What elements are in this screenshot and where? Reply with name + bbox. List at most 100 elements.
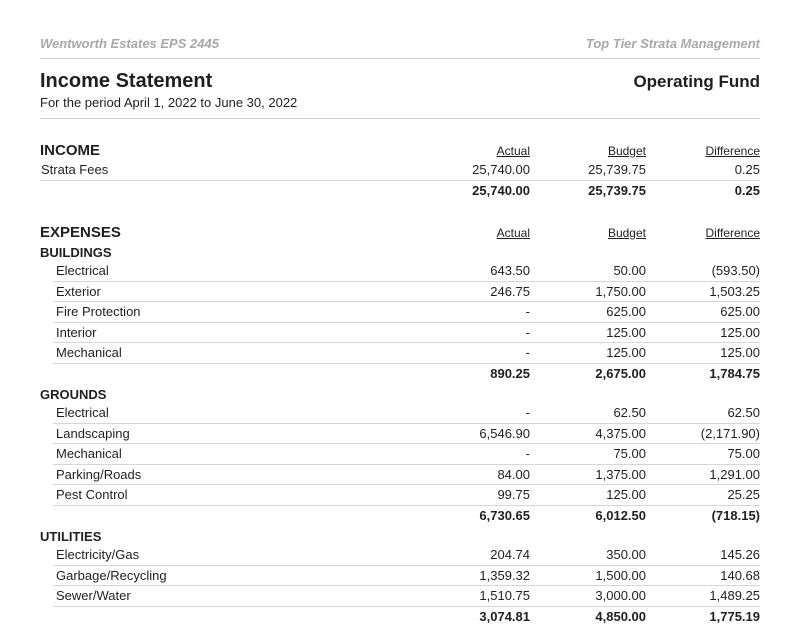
- row-label: Parking/Roads: [56, 466, 142, 482]
- column-header-difference: Difference: [705, 144, 760, 158]
- difference-value: 125.00: [720, 324, 760, 340]
- table-row: Exterior 246.75 1,750.00 1,503.25: [53, 282, 760, 302]
- table-row: Garbage/Recycling 1,359.32 1,500.00 140.…: [53, 566, 760, 586]
- actual-value: 25,740.00: [472, 162, 530, 177]
- actual-value: 1,359.32: [479, 567, 530, 583]
- column-header-difference: Difference: [705, 226, 760, 240]
- actual-value: -: [525, 345, 530, 360]
- budget-value: 125.00: [606, 345, 646, 360]
- column-header-budget: Budget: [607, 226, 646, 240]
- actual-value: -: [525, 304, 530, 319]
- total-difference: 1,784.75: [709, 366, 760, 381]
- income-section: INCOME Actual Budget Difference Strata F…: [40, 139, 760, 201]
- fund-title: Operating Fund: [633, 72, 760, 91]
- difference-value: 625.00: [720, 304, 760, 319]
- row-label: Garbage/Recycling: [56, 567, 167, 583]
- property-name: Wentworth Estates EPS 2445: [40, 36, 219, 51]
- actual-value: 99.75: [497, 487, 530, 502]
- table-row: Interior - 125.00 125.00: [53, 323, 760, 343]
- actual-value: 643.50: [490, 263, 530, 278]
- budget-value: 3,000.00: [595, 588, 646, 603]
- group-label: BUILDINGS: [40, 245, 112, 260]
- budget-value: 1,750.00: [595, 283, 646, 299]
- row-label: Electrical: [56, 405, 109, 420]
- table-row: Parking/Roads 84.00 1,375.00 1,291.00: [53, 465, 760, 485]
- column-header-budget: Budget: [607, 144, 646, 158]
- total-budget: 2,675.00: [595, 366, 646, 381]
- budget-value: 25,739.75: [588, 162, 646, 177]
- total-difference: (718.15): [711, 508, 760, 523]
- budget-value: 125.00: [606, 487, 646, 502]
- group-label: UTILITIES: [40, 529, 102, 544]
- income-header-row: INCOME Actual Budget Difference: [40, 139, 760, 160]
- row-label: Electrical: [56, 263, 109, 278]
- budget-value: 50.00: [613, 263, 646, 278]
- group-label: GROUNDS: [40, 387, 107, 402]
- table-row: Electricity/Gas 204.74 350.00 145.26: [53, 545, 760, 566]
- report-period: For the period April 1, 2022 to June 30,…: [40, 95, 760, 119]
- budget-value: 1,500.00: [595, 567, 646, 583]
- expenses-section-label: EXPENSES: [40, 224, 121, 241]
- difference-value: 1,291.00: [709, 466, 760, 482]
- budget-value: 625.00: [606, 304, 646, 319]
- difference-value: 1,503.25: [709, 283, 760, 299]
- difference-value: 145.26: [720, 547, 760, 562]
- income-section-label: INCOME: [40, 142, 100, 159]
- total-actual: 25,740.00: [472, 183, 530, 198]
- actual-value: 1,510.75: [479, 588, 530, 603]
- column-header-actual: Actual: [496, 226, 530, 240]
- budget-value: 4,375.00: [595, 425, 646, 441]
- actual-value: -: [525, 446, 530, 461]
- difference-value: (593.50): [711, 263, 760, 278]
- total-budget: 6,012.50: [595, 508, 646, 523]
- table-row: Fire Protection - 625.00 625.00: [53, 302, 760, 323]
- actual-value: 246.75: [490, 283, 530, 299]
- row-label: Sewer/Water: [56, 588, 131, 603]
- budget-value: 125.00: [606, 324, 646, 340]
- total-actual: 890.25: [490, 366, 530, 381]
- table-row: Strata Fees 25,740.00 25,739.75 0.25: [40, 160, 760, 181]
- table-row: Sewer/Water 1,510.75 3,000.00 1,489.25: [53, 586, 760, 607]
- row-label: Interior: [56, 324, 97, 340]
- row-label: Landscaping: [56, 425, 130, 441]
- group-utilities-total-row: 3,074.81 4,850.00 1,775.19: [40, 607, 760, 627]
- title-row: Income Statement Operating Fund: [40, 70, 760, 93]
- row-label: Mechanical: [56, 345, 122, 360]
- management-company-name: Top Tier Strata Management: [585, 36, 760, 51]
- table-row: Pest Control 99.75 125.00 25.25: [53, 485, 760, 506]
- budget-value: 75.00: [613, 446, 646, 461]
- actual-value: 6,546.90: [479, 425, 530, 441]
- group-buildings-total-row: 890.25 2,675.00 1,784.75: [40, 364, 760, 385]
- difference-value: 1,489.25: [709, 588, 760, 603]
- report-title: Income Statement: [40, 70, 213, 92]
- total-budget: 4,850.00: [595, 609, 646, 624]
- table-row: Electrical - 62.50 62.50: [53, 403, 760, 424]
- difference-value: 140.68: [720, 567, 760, 583]
- total-actual: 3,074.81: [479, 609, 530, 624]
- row-label: Mechanical: [56, 446, 122, 461]
- column-header-actual: Actual: [496, 144, 530, 158]
- group-grounds-header: GROUNDS: [40, 384, 760, 403]
- total-budget: 25,739.75: [588, 183, 646, 198]
- actual-value: 84.00: [497, 466, 530, 482]
- difference-value: (2,171.90): [700, 425, 760, 441]
- budget-value: 1,375.00: [595, 466, 646, 482]
- table-row: Mechanical - 75.00 75.00: [53, 444, 760, 465]
- table-row: Landscaping 6,546.90 4,375.00 (2,171.90): [53, 424, 760, 444]
- difference-value: 125.00: [720, 345, 760, 360]
- document-header: Wentworth Estates EPS 2445 Top Tier Stra…: [40, 36, 760, 59]
- income-total-row: 25,740.00 25,739.75 0.25: [40, 181, 760, 202]
- group-grounds-total-row: 6,730.65 6,012.50 (718.15): [40, 506, 760, 527]
- row-label: Fire Protection: [56, 304, 141, 319]
- expenses-header-row: EXPENSES Actual Budget Difference: [40, 221, 760, 242]
- group-buildings-header: BUILDINGS: [40, 242, 760, 261]
- total-difference: 0.25: [734, 183, 760, 198]
- difference-value: 0.25: [734, 162, 760, 177]
- actual-value: -: [525, 324, 530, 340]
- budget-value: 350.00: [606, 547, 646, 562]
- total-actual: 6,730.65: [479, 508, 530, 523]
- difference-value: 25.25: [727, 487, 760, 502]
- group-utilities-header: UTILITIES: [40, 526, 760, 545]
- actual-value: -: [525, 405, 530, 420]
